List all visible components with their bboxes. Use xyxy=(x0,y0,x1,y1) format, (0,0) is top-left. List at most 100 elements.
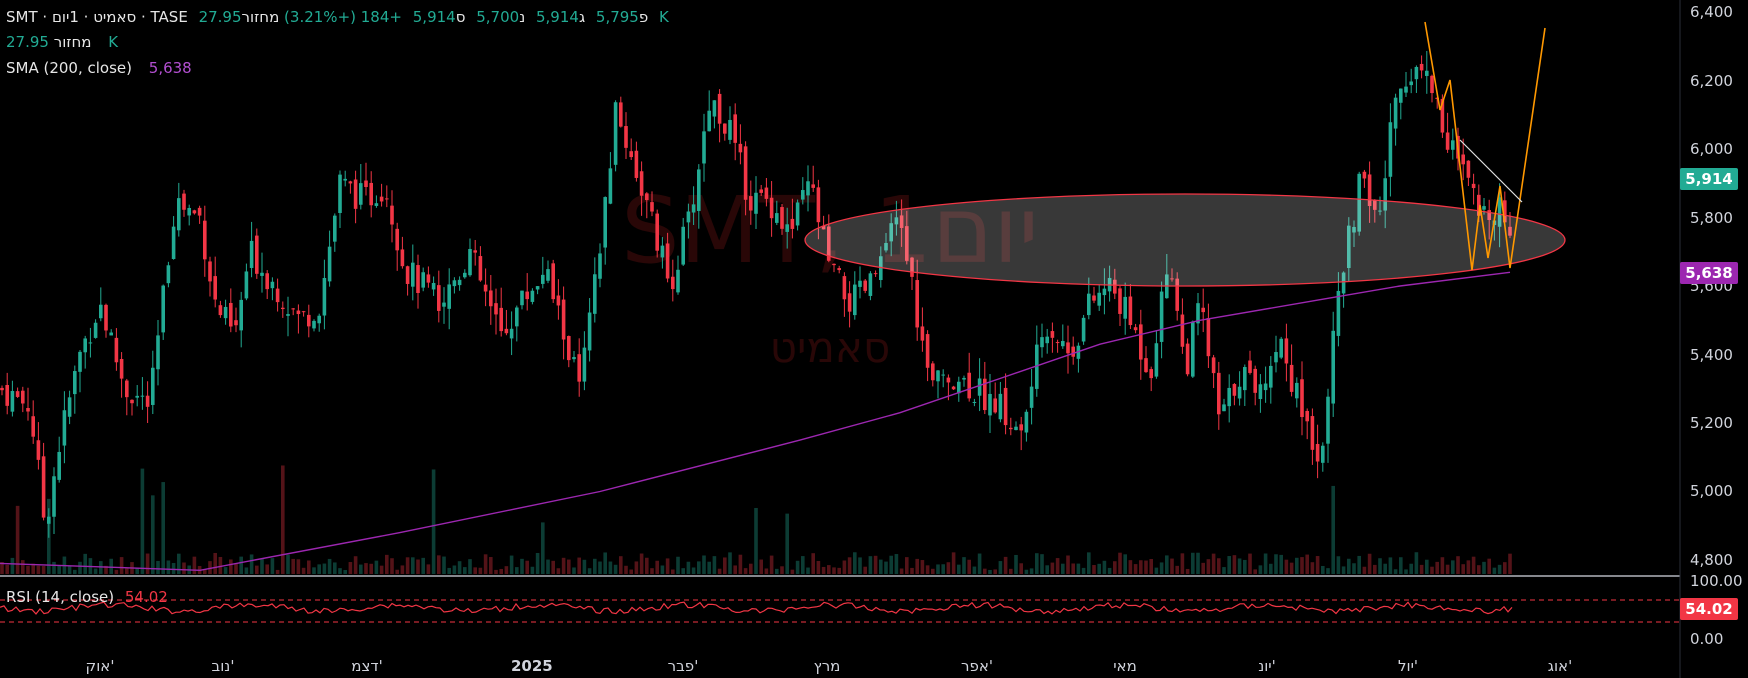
candle-body xyxy=(177,198,181,231)
volume-bar xyxy=(645,557,649,574)
volume-bar xyxy=(905,557,909,574)
volume-bar xyxy=(1066,555,1070,574)
rsi-legend[interactable]: RSI (14, close) 54.02 xyxy=(6,588,174,606)
volume-bar xyxy=(873,555,878,574)
time-axis-label: מאי xyxy=(1113,657,1137,675)
candle-body xyxy=(1503,200,1507,223)
volume-bar xyxy=(723,557,727,574)
candle-body xyxy=(1279,338,1283,358)
volume-bar xyxy=(1237,558,1242,574)
candle-body xyxy=(338,174,342,213)
volume-bar xyxy=(140,468,145,574)
price-axis-label: 5,800 xyxy=(1690,209,1733,227)
candle-body xyxy=(1289,364,1294,392)
volume-bar xyxy=(863,566,867,574)
volume-bar xyxy=(806,567,810,574)
volume-bar xyxy=(1326,568,1330,574)
symbol-title[interactable]: SMT · סאמיט · 1יום · TASE xyxy=(6,8,188,26)
candle-body xyxy=(145,395,150,407)
volume-bar xyxy=(1425,559,1429,574)
volume-bar xyxy=(73,569,77,574)
volume-bar xyxy=(608,561,613,574)
candle-body xyxy=(795,202,800,226)
volume-bar xyxy=(894,554,899,574)
volume-bar xyxy=(244,567,249,574)
drawing-trendline[interactable] xyxy=(1459,139,1523,203)
candle-body xyxy=(759,189,763,193)
volume-bar xyxy=(1144,560,1148,574)
candle-body xyxy=(899,215,904,228)
volume-bar xyxy=(1227,556,1231,574)
candle-body xyxy=(301,311,306,313)
candle-body xyxy=(1055,342,1060,344)
candle-body xyxy=(1404,86,1408,93)
candle-body xyxy=(535,286,540,290)
symbol-legend[interactable]: SMT · סאמיט · 1יום · TASE פ5,795 ג5,914 … xyxy=(6,8,675,26)
volume-bar xyxy=(452,565,457,574)
candle-body xyxy=(73,371,77,395)
volume-bar xyxy=(936,564,940,574)
volume-bar xyxy=(509,555,514,574)
volume-bar xyxy=(1269,563,1273,574)
volume-bar xyxy=(1367,553,1372,574)
volume-bar xyxy=(151,495,155,574)
volume-bar xyxy=(41,565,46,574)
volume-indicator-value: 27.95 K xyxy=(6,33,119,51)
volume-bar xyxy=(785,513,789,574)
volume-legend[interactable]: מחזור 27.95 K xyxy=(6,33,124,51)
candle-body xyxy=(1045,336,1049,344)
volume-bar xyxy=(1139,560,1143,574)
candle-body xyxy=(1227,387,1231,407)
candle-body xyxy=(1341,272,1346,294)
candle-body xyxy=(1102,288,1107,296)
volume-bar xyxy=(1295,557,1299,574)
candle-body xyxy=(1269,365,1273,388)
candle-body xyxy=(457,279,462,286)
volume-bar xyxy=(5,564,9,574)
volume-bar xyxy=(1217,558,1221,574)
volume-bar xyxy=(712,556,717,574)
candle-body xyxy=(1331,330,1335,404)
volume-bar xyxy=(1497,564,1502,574)
candle-body xyxy=(36,440,41,460)
candle-body xyxy=(676,269,680,293)
price-axis-label: 6,200 xyxy=(1690,72,1733,90)
candle-body xyxy=(1154,343,1159,377)
candle-body xyxy=(1196,303,1200,324)
sma-legend[interactable]: SMA (200, close) 5,638 xyxy=(6,59,198,77)
volume-bar xyxy=(1352,563,1356,574)
candle-body xyxy=(1263,383,1268,391)
candle-body xyxy=(281,307,285,310)
volume-bar xyxy=(1191,552,1195,574)
volume-bar xyxy=(998,561,1003,574)
volume-bar xyxy=(390,558,394,574)
volume-bars xyxy=(0,465,1512,574)
volume-bar xyxy=(676,556,680,574)
volume-bar xyxy=(816,560,821,574)
candle-body xyxy=(166,265,171,284)
volume-bar xyxy=(1466,560,1471,574)
change-value: +184 (+3.21%) xyxy=(284,8,402,26)
candle-body xyxy=(312,320,316,329)
candle-body xyxy=(525,291,529,300)
candle-body xyxy=(853,284,857,316)
volume-bar xyxy=(93,568,98,574)
candle-body xyxy=(811,184,815,188)
candle-body xyxy=(1477,194,1481,216)
candle-body xyxy=(109,332,113,336)
candle-body xyxy=(717,93,722,124)
candle-body xyxy=(520,290,524,306)
candle-body xyxy=(405,266,410,284)
candle-body xyxy=(858,280,862,287)
drawing-zigzag[interactable] xyxy=(1424,21,1546,271)
volume-bar xyxy=(572,567,576,574)
candle-body xyxy=(1482,206,1486,210)
volume-bar xyxy=(379,565,384,574)
candle-body xyxy=(1237,386,1242,399)
volume-bar xyxy=(1071,563,1075,574)
drawing-ellipse[interactable] xyxy=(804,193,1566,287)
candle-body xyxy=(99,304,103,319)
candle-body xyxy=(114,337,119,363)
volume-bar xyxy=(884,561,888,574)
